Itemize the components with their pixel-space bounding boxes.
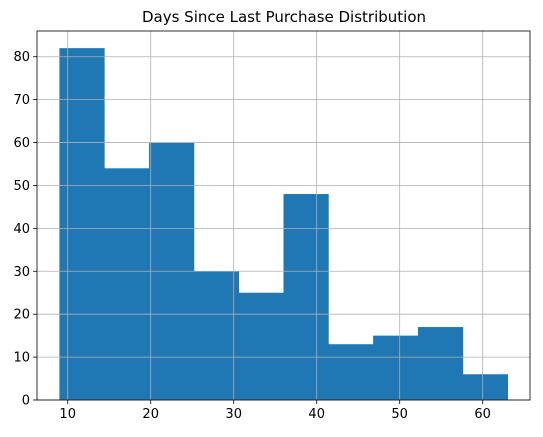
- histogram-bars: [59, 48, 508, 401]
- x-tick-label: 60: [474, 407, 491, 422]
- grid-overlay: [37, 31, 530, 401]
- x-tick-label: 20: [142, 407, 159, 422]
- y-tick-label: 40: [13, 222, 30, 237]
- chart-title: Days Since Last Purchase Distribution: [142, 8, 426, 26]
- y-tick-label: 50: [13, 179, 30, 194]
- histogram-bar: [238, 292, 284, 400]
- x-tick-label: 10: [59, 407, 76, 422]
- histogram-bar: [373, 335, 419, 400]
- histogram-bar: [193, 271, 240, 400]
- x-tick-label: 40: [308, 407, 325, 422]
- y-tick-label: 80: [13, 50, 30, 65]
- plot-frame: [36, 30, 531, 401]
- axes: 10 20 30 40 50 60 0 10 20 30 40 50 60 70 80: [13, 30, 531, 422]
- y-tick-label: 10: [13, 351, 30, 366]
- y-tick-label: 20: [13, 308, 30, 323]
- y-tick-label: 70: [13, 93, 30, 108]
- x-tick-label: 50: [391, 407, 408, 422]
- y-tick-label: 60: [13, 136, 30, 151]
- histogram-bar: [417, 327, 464, 400]
- y-tick-label: 30: [13, 265, 30, 280]
- histogram-bar: [283, 194, 329, 400]
- y-tick-label: 0: [22, 394, 30, 409]
- x-tick-label: 30: [225, 407, 242, 422]
- histogram-bar: [59, 48, 105, 401]
- histogram-bar: [104, 168, 150, 400]
- histogram-bar: [328, 344, 374, 400]
- histogram-bar: [462, 374, 508, 400]
